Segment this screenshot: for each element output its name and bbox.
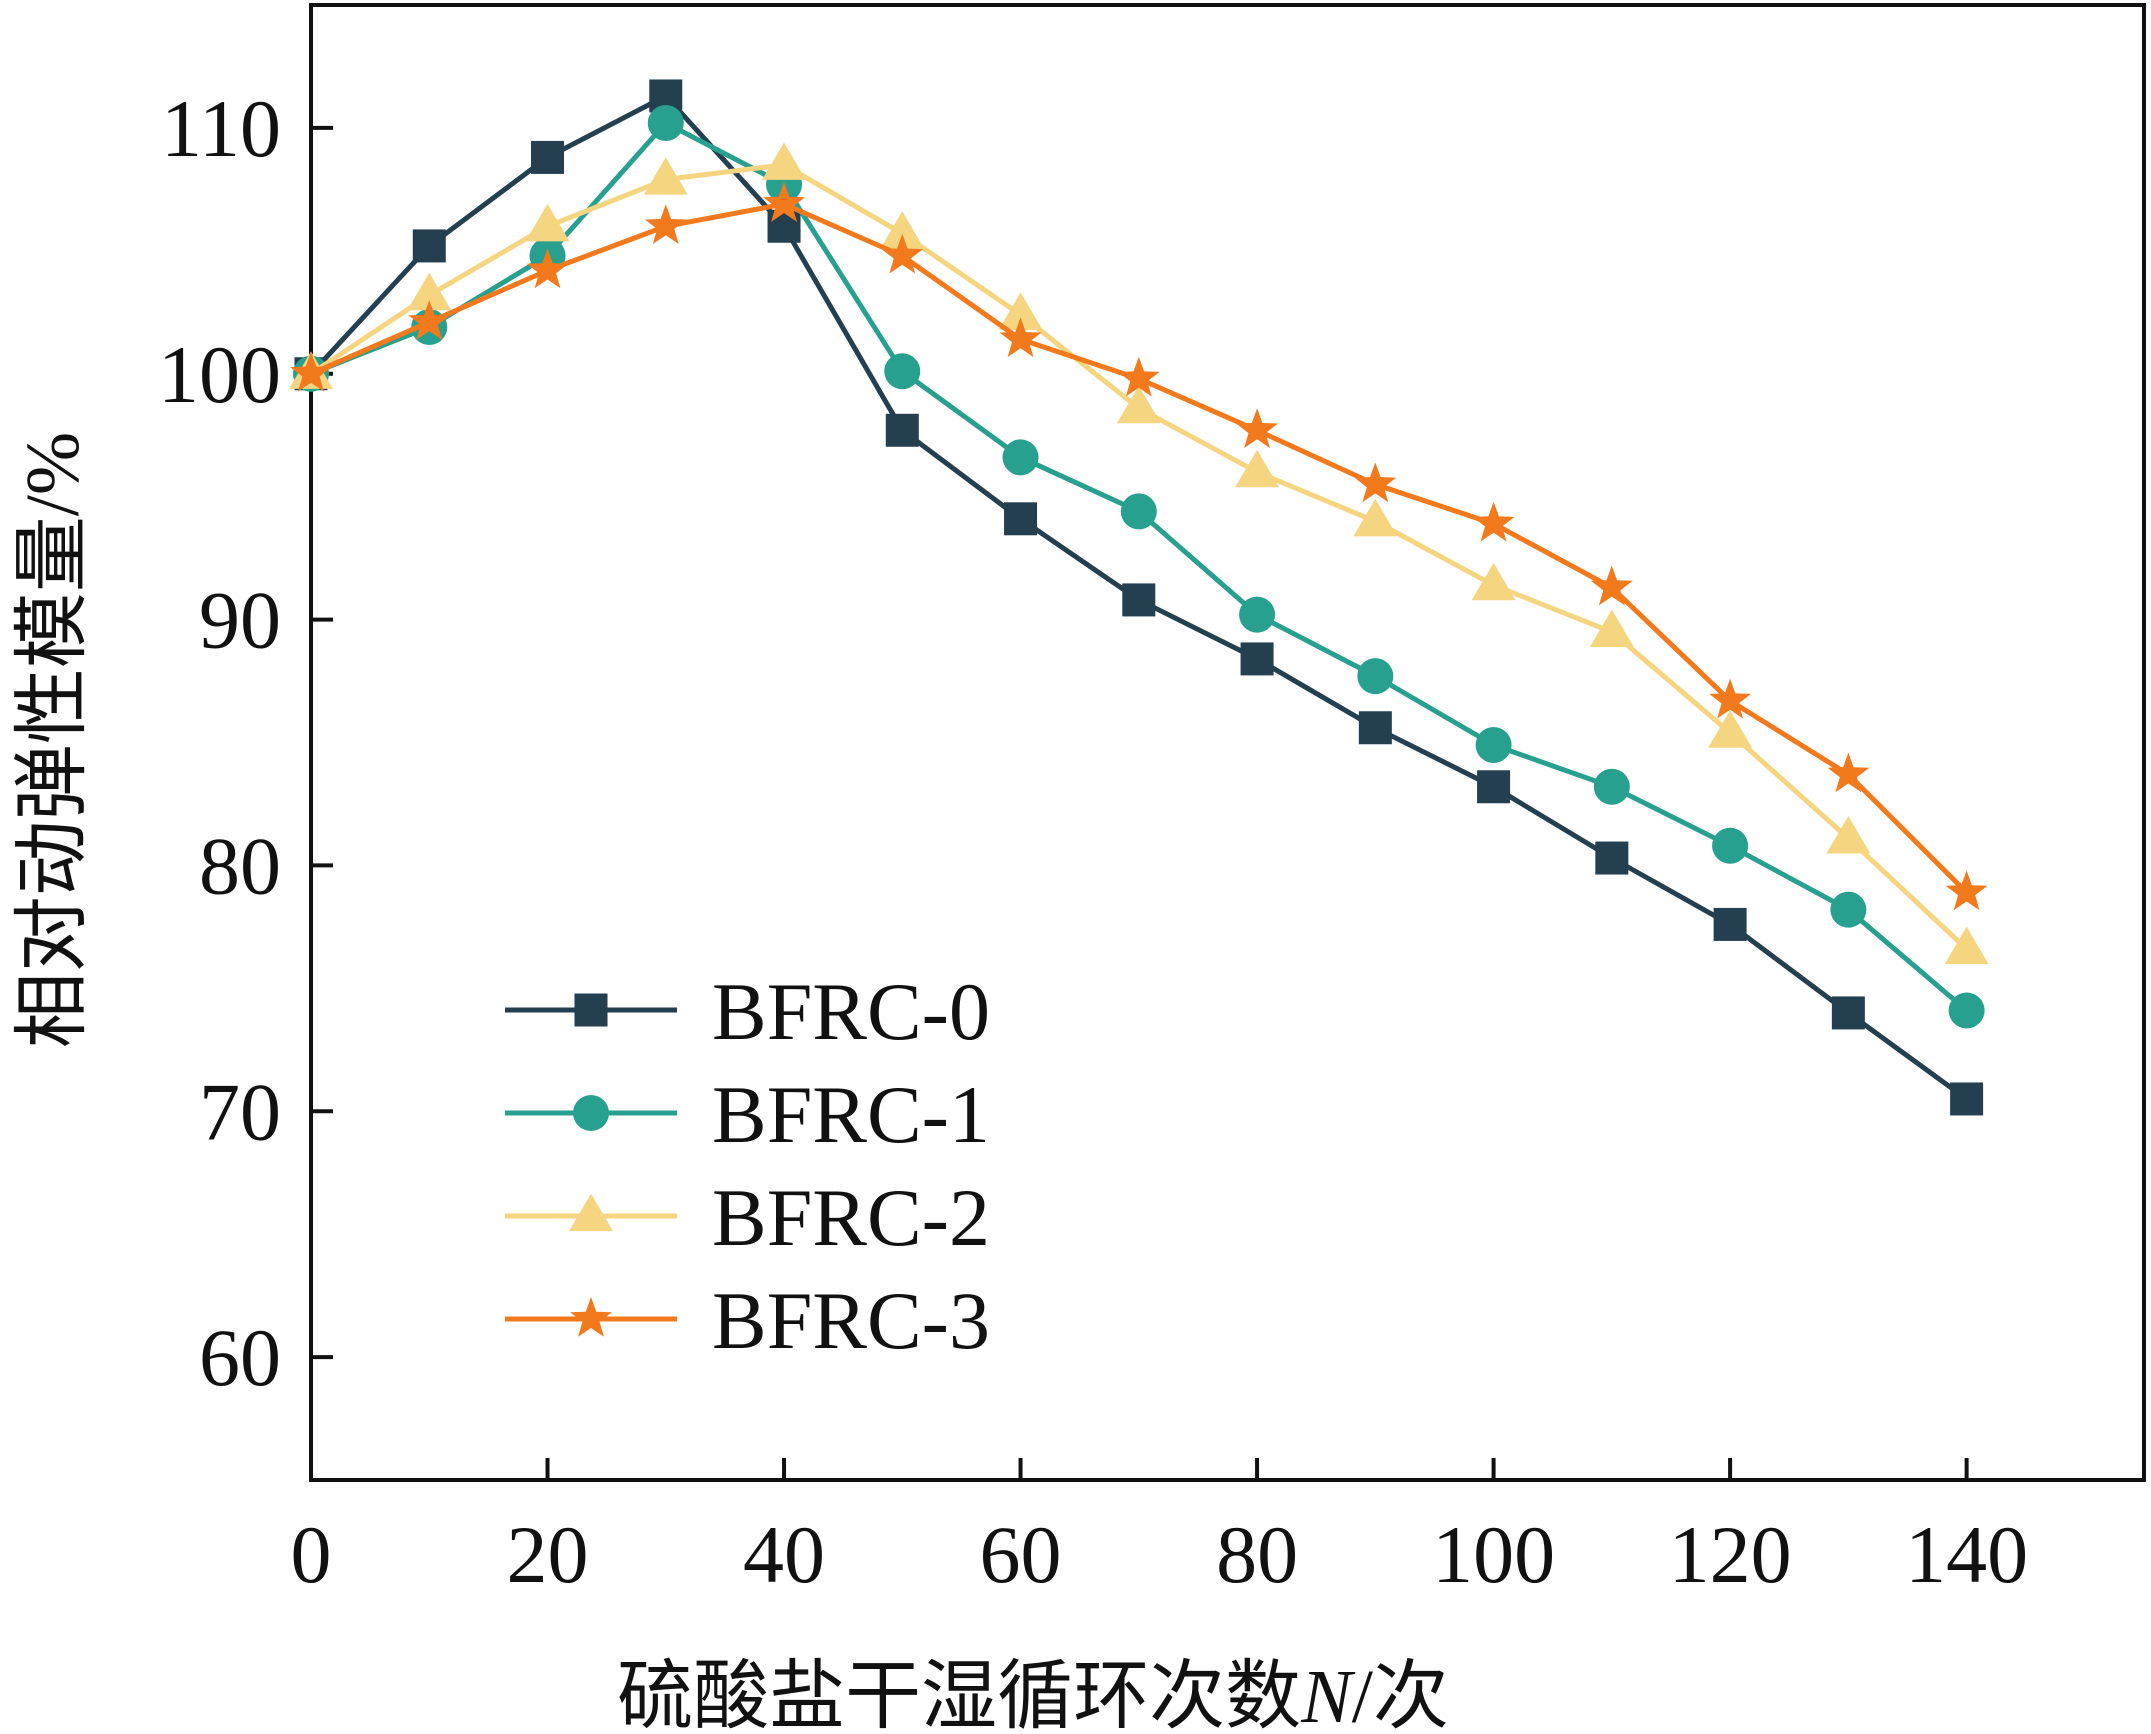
series-line: [309, 201, 1969, 895]
series-layer: [289, 79, 1989, 1116]
data-point: [1830, 891, 1867, 928]
legend-item: BFRC-0: [505, 966, 990, 1057]
y-tick-label: 60: [199, 1312, 281, 1403]
series-BFRC-1: [293, 105, 1985, 1029]
y-tick-label: 70: [199, 1066, 281, 1157]
data-point: [884, 353, 921, 390]
data-point: [408, 300, 451, 340]
series-BFRC-2: [289, 142, 1989, 965]
x-tick-label: 140: [1905, 1509, 2028, 1600]
data-point: [526, 248, 569, 289]
data-point: [1004, 502, 1038, 536]
data-point: [407, 272, 452, 311]
legend-item: BFRC-2: [505, 1172, 990, 1263]
x-tick-label: 100: [1432, 1509, 1555, 1600]
data-point: [1122, 583, 1156, 617]
series-BFRC-3: [290, 182, 1988, 911]
data-point: [1236, 408, 1278, 449]
data-point: [767, 209, 801, 243]
data-point: [1713, 907, 1747, 941]
data-point: [1827, 752, 1870, 793]
legend-marker: [570, 1297, 612, 1337]
data-point: [1589, 609, 1634, 647]
data-point: [1826, 816, 1871, 854]
data-point: [1950, 1082, 1984, 1116]
axes: 0 20 40 60 80 100 120 140 60 70 80 90 100 110: [158, 83, 2028, 1600]
data-point: [1831, 996, 1865, 1030]
series-line: [309, 162, 1969, 951]
data-point: [1240, 642, 1274, 676]
data-point: [525, 203, 570, 242]
plot-frame: [309, 3, 2146, 1482]
legend-label: BFRC-3: [712, 1275, 990, 1366]
data-point: [1235, 449, 1280, 488]
data-point: [1116, 385, 1161, 424]
data-point: [1590, 565, 1633, 606]
data-point: [1708, 710, 1753, 748]
data-point: [880, 211, 925, 249]
data-point: [1358, 711, 1392, 745]
data-point: [763, 182, 805, 222]
y-tick-label: 110: [161, 83, 281, 174]
legend-label: BFRC-2: [712, 1172, 990, 1263]
data-point: [1709, 678, 1751, 719]
x-tick-label: 40: [743, 1509, 825, 1600]
data-point: [999, 317, 1042, 358]
legend-marker: [573, 1095, 609, 1131]
data-point: [998, 292, 1043, 330]
data-point: [1472, 501, 1515, 542]
x-axis-title: 硫酸盐干湿循环次数N/次: [617, 1655, 1449, 1734]
legend: BFRC-0 BFRC-1 BFRC-2 BFRC-3: [505, 966, 990, 1366]
data-point: [1475, 726, 1512, 763]
legend-marker: [574, 993, 608, 1027]
data-point: [647, 105, 684, 141]
legend-label: BFRC-0: [712, 966, 990, 1057]
x-tick-label: 120: [1669, 1509, 1792, 1600]
data-point: [1944, 926, 1989, 965]
data-point: [1353, 498, 1398, 537]
data-point: [1945, 870, 1988, 911]
data-point: [1357, 658, 1394, 695]
data-point: [412, 229, 446, 263]
y-tick-label: 90: [199, 575, 281, 666]
data-point: [881, 233, 924, 274]
x-tick-label: 80: [1216, 1509, 1298, 1600]
plot-area: [309, 3, 2146, 1482]
data-point: [1120, 493, 1157, 530]
data-point: [531, 140, 565, 174]
x-tick-label: 0: [291, 1509, 332, 1600]
data-point: [885, 413, 919, 447]
x-tick-label: 60: [980, 1509, 1062, 1600]
y-tick-label: 100: [158, 329, 281, 420]
x-tick-label: 20: [507, 1509, 589, 1600]
data-point: [1117, 356, 1160, 397]
data-point: [1712, 827, 1749, 864]
data-point: [1354, 462, 1397, 503]
data-point: [762, 142, 807, 180]
y-tick-label: 80: [199, 820, 281, 911]
data-point: [1239, 596, 1276, 633]
data-point: [644, 204, 687, 244]
legend-item: BFRC-1: [505, 1069, 990, 1160]
legend-label: BFRC-1: [712, 1069, 990, 1160]
data-point: [1471, 562, 1516, 601]
data-point: [1477, 770, 1511, 804]
data-point: [1948, 992, 1985, 1029]
series-BFRC-0: [294, 79, 1984, 1116]
legend-marker: [569, 1193, 613, 1232]
data-point: [1595, 841, 1629, 875]
y-axis-title: 相对动弹性模量/%: [11, 432, 95, 1048]
data-point: [290, 351, 332, 392]
legend-item: BFRC-3: [505, 1275, 990, 1366]
data-point: [1593, 768, 1630, 805]
data-point: [1002, 439, 1039, 476]
data-point: [643, 157, 688, 195]
